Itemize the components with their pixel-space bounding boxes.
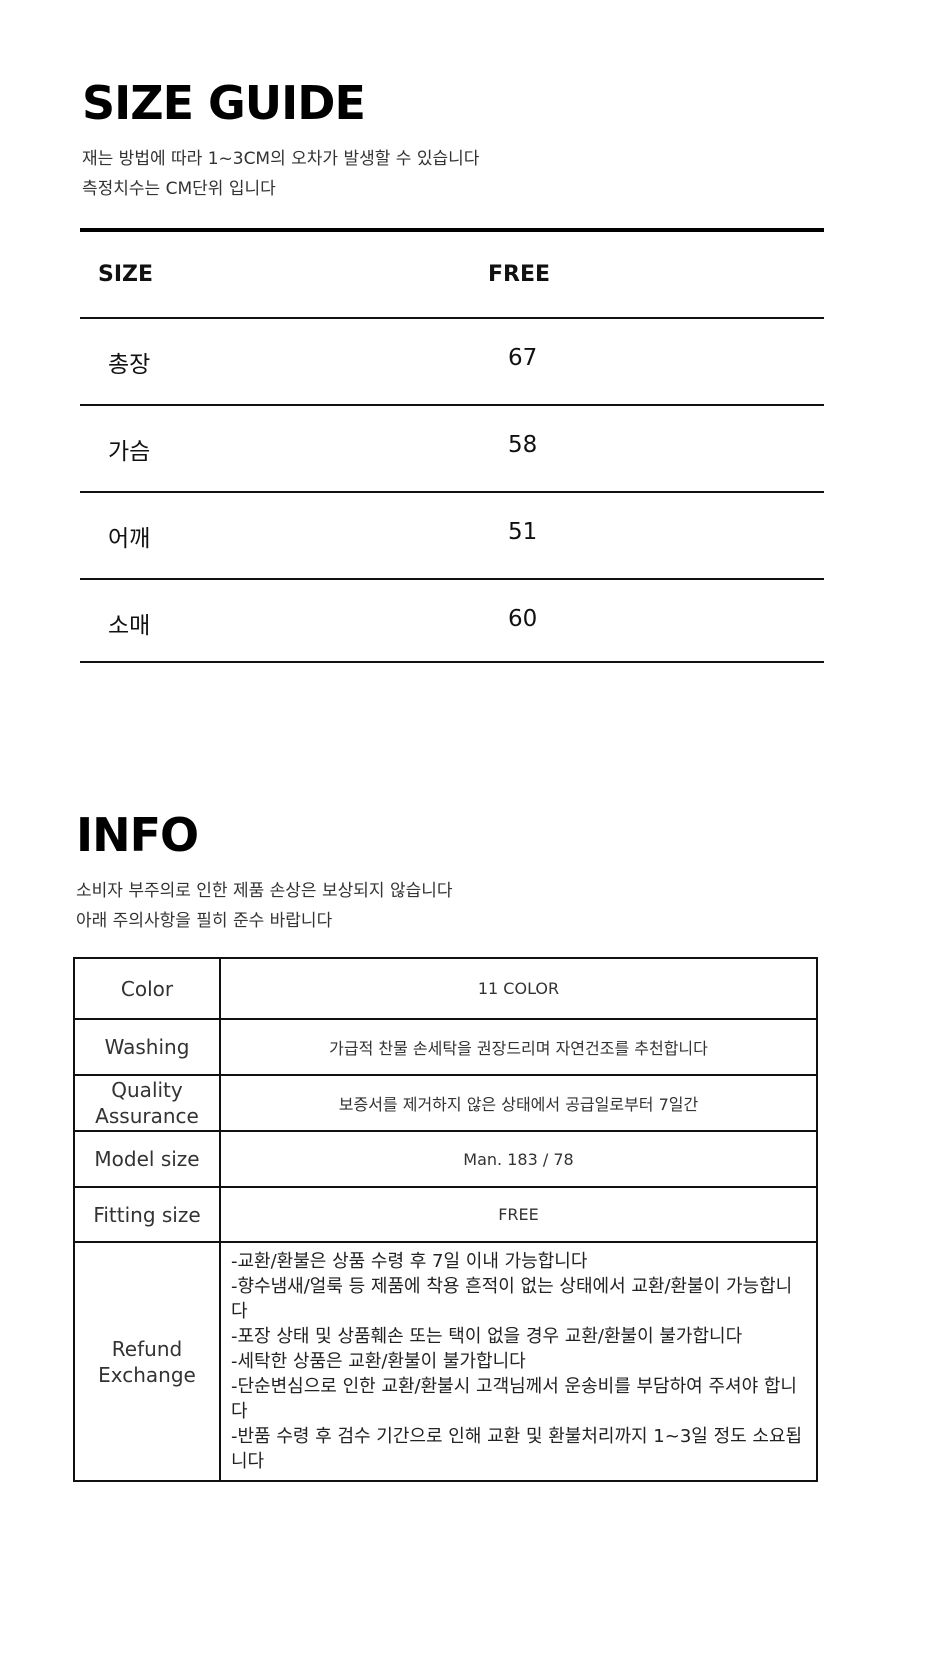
row-label: Washing (73, 1018, 221, 1076)
list-item: -향수냄새/얼룩 등 제품에 착용 흔적이 없는 상태에서 교환/환불이 가능합… (231, 1276, 793, 1322)
label-line: Refund (111, 1336, 183, 1361)
refund-list: -교환/환불은 상품 수령 후 7일 이내 가능합니다 -향수냄새/얼룩 등 제… (219, 1241, 818, 1482)
size-guide-title: SIZE GUIDE (82, 76, 366, 130)
divider (80, 228, 824, 232)
table-row: Color 11 COLOR (73, 957, 818, 1020)
table-row: Washing 가급적 찬물 손세탁을 권장드리며 자연건조를 추천합니다 (73, 1018, 818, 1076)
table-row: 소매 60 (80, 580, 824, 663)
table-row: 가슴 58 (80, 406, 824, 493)
row-value: 58 (508, 432, 538, 458)
row-value: FREE (219, 1186, 818, 1243)
list-item: -반품 수령 후 검수 기간으로 인해 교환 및 환불처리까지 1~3일 정도 … (231, 1426, 803, 1472)
list-item: -교환/환불은 상품 수령 후 7일 이내 가능합니다 (231, 1251, 588, 1272)
row-label: Model size (73, 1130, 221, 1188)
header-value: FREE (488, 262, 551, 287)
list-item: -포장 상태 및 상품훼손 또는 택이 없을 경우 교환/환불이 불가합니다 (231, 1326, 743, 1347)
row-value: Man. 183 / 78 (219, 1130, 818, 1188)
row-label: 가슴 (108, 439, 151, 465)
row-value: 가급적 찬물 손세탁을 권장드리며 자연건조를 추천합니다 (219, 1018, 818, 1076)
note: 측정치수는 CM단위 입니다 (82, 179, 276, 199)
row-label: Quality Assurance (73, 1074, 221, 1132)
row-label: 총장 (108, 352, 151, 378)
label-line: Exchange (98, 1362, 196, 1387)
row-value: 보증서를 제거하지 않은 상태에서 공급일로부터 7일간 (219, 1074, 818, 1132)
row-value: 51 (508, 519, 538, 545)
row-value: 60 (508, 606, 538, 632)
row-value: 67 (508, 345, 538, 371)
size-table-header: SIZE FREE (80, 232, 824, 319)
note: 소비자 부주의로 인한 제품 손상은 보상되지 않습니다 (76, 881, 453, 901)
size-table: SIZE FREE 총장 67 가슴 58 어깨 51 소매 60 (80, 228, 824, 663)
note: 아래 주의사항을 필히 준수 바랍니다 (76, 911, 333, 931)
row-label: Color (73, 957, 221, 1020)
header-label: SIZE (98, 262, 154, 287)
info-table: Color 11 COLOR Washing 가급적 찬물 손세탁을 권장드리며 자… (73, 957, 818, 1482)
table-row: Model size Man. 183 / 78 (73, 1130, 818, 1188)
table-row: 어깨 51 (80, 493, 824, 580)
list-item: -세탁한 상품은 교환/환불이 불가합니다 (231, 1351, 526, 1372)
info-notes: 소비자 부주의로 인한 제품 손상은 보상되지 않습니다 아래 주의사항을 필히… (76, 876, 453, 936)
table-row: Quality Assurance 보증서를 제거하지 않은 상태에서 공급일로부… (73, 1074, 818, 1132)
table-row: 총장 67 (80, 319, 824, 406)
row-label: Fitting size (73, 1186, 221, 1243)
row-label: 소매 (108, 613, 151, 639)
info-title: INFO (76, 808, 199, 862)
row-label: 어깨 (108, 526, 151, 552)
row-label: Refund Exchange (73, 1241, 221, 1482)
row-value: 11 COLOR (219, 957, 818, 1020)
table-row: Fitting size FREE (73, 1186, 818, 1243)
list-item: -단순변심으로 인한 교환/환불시 고객님께서 운송비를 부담하여 주셔야 합니… (231, 1376, 797, 1422)
table-row-refund: Refund Exchange -교환/환불은 상품 수령 후 7일 이내 가능합… (73, 1241, 818, 1482)
size-guide-notes: 재는 방법에 따라 1~3CM의 오차가 발생할 수 있습니다 측정치수는 CM… (82, 144, 479, 204)
note: 재는 방법에 따라 1~3CM의 오차가 발생할 수 있습니다 (82, 149, 480, 169)
